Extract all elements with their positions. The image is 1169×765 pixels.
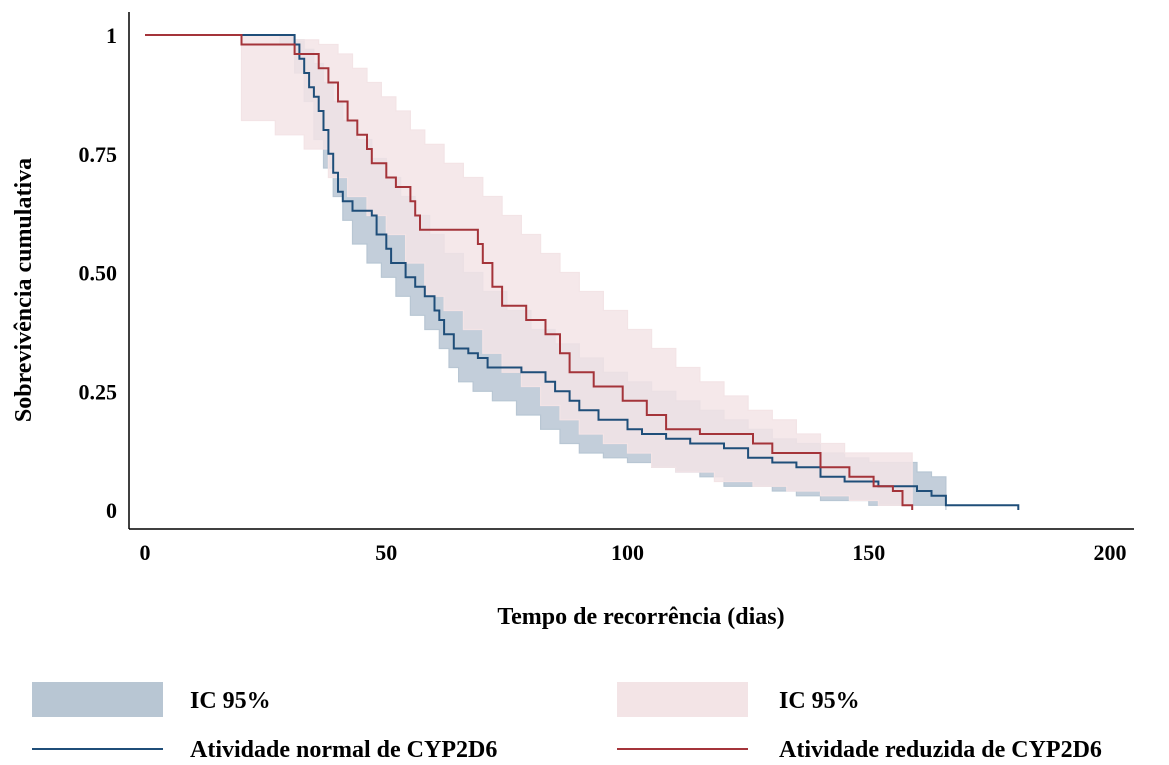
y-tick-label: 0 bbox=[106, 498, 117, 523]
legend-swatch-band-normal bbox=[32, 682, 163, 717]
survival-line-reduzida bbox=[145, 34, 914, 510]
x-tick-label: 100 bbox=[611, 540, 644, 565]
x-axis-title: Tempo de recorrência (dias) bbox=[497, 604, 784, 630]
survival-curves bbox=[145, 34, 1020, 510]
x-tick-label: 50 bbox=[375, 540, 397, 565]
legend-label-band-normal: IC 95% bbox=[190, 688, 271, 714]
y-tick-label: 0.50 bbox=[79, 261, 118, 286]
legend-label-band-reduzida: IC 95% bbox=[779, 688, 860, 714]
x-tick-labels: 0 50 100 150 200 bbox=[140, 540, 1127, 565]
legend: IC 95% IC 95% Atividade normal de CYP2D6… bbox=[32, 682, 1102, 763]
ci-band-reduzida bbox=[145, 34, 913, 510]
y-tick-label: 0.25 bbox=[79, 379, 118, 404]
y-tick-labels: 0 0.25 0.50 0.75 1 bbox=[79, 23, 118, 523]
y-tick-label: 0.75 bbox=[79, 142, 118, 167]
x-tick-label: 150 bbox=[852, 540, 885, 565]
x-tick-label: 200 bbox=[1094, 540, 1127, 565]
legend-label-line-reduzida: Atividade reduzida de CYP2D6 bbox=[779, 737, 1102, 763]
x-tick-label: 0 bbox=[140, 540, 151, 565]
y-tick-label: 1 bbox=[106, 23, 117, 48]
y-axis-title: Sobrevivência cumulativa bbox=[11, 158, 37, 422]
confidence-bands bbox=[145, 34, 947, 510]
legend-swatch-band-reduzida bbox=[617, 682, 748, 717]
survival-line-normal bbox=[145, 34, 1020, 510]
legend-label-line-normal: Atividade normal de CYP2D6 bbox=[190, 737, 497, 763]
